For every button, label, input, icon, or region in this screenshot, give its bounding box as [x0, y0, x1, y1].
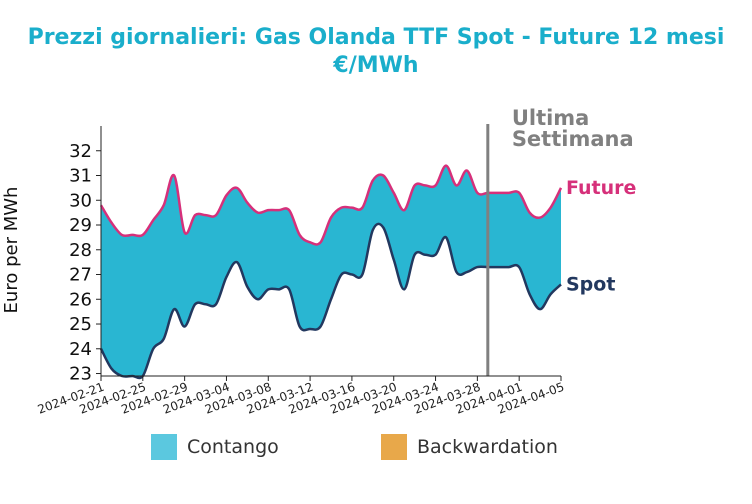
y-tick-label: 26	[69, 289, 92, 310]
y-tick-label: 31	[69, 166, 92, 187]
y-tick-label: 23	[69, 364, 92, 385]
y-tick-label: 25	[69, 314, 92, 335]
legend-swatch-contango	[151, 434, 177, 460]
fill-layer	[101, 165, 561, 379]
y-tick-label: 24	[69, 339, 92, 360]
y-tick-label: 27	[69, 265, 92, 286]
y-tick-label: 30	[69, 190, 92, 211]
future-line	[99, 164, 563, 246]
marker-label-line: Ultima	[512, 106, 590, 130]
y-tick-label: 28	[69, 240, 92, 261]
marker-label-line: Settimana	[512, 127, 634, 151]
legend-label-contango: Contango	[187, 436, 279, 458]
chart-title-main: Prezzi giornalieri: Gas Olanda TTF Spot …	[27, 25, 725, 50]
legend-swatch-backwardation	[381, 434, 407, 460]
spot-line	[99, 222, 562, 380]
y-tick-label: 29	[69, 215, 92, 236]
future-series-label: Future	[566, 177, 636, 199]
legend-contango: Contango	[151, 434, 279, 460]
line-layer	[99, 124, 563, 380]
legend-backwardation: Backwardation	[381, 434, 558, 460]
contango-fill	[101, 165, 561, 379]
spot-series-label: Spot	[566, 273, 615, 295]
chart-subtitle: €/MWh	[333, 53, 419, 78]
legend-label-backwardation: Backwardation	[417, 436, 558, 458]
y-tick-label: 32	[69, 141, 92, 162]
chart-title: Prezzi giornalieri: Gas Olanda TTF Spot …	[0, 24, 752, 80]
y-axis-label: Euro per MWh	[1, 187, 22, 314]
